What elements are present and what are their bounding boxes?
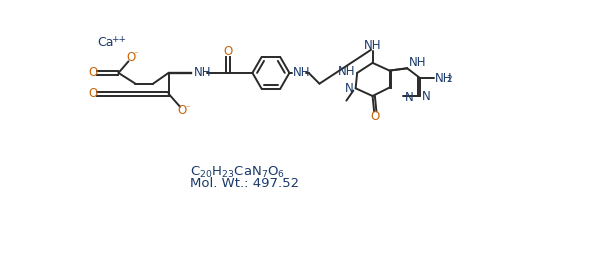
Text: O: O <box>178 104 187 117</box>
Text: O: O <box>126 51 136 64</box>
Text: O: O <box>88 66 98 79</box>
Text: ⁻: ⁻ <box>186 104 190 113</box>
Text: NH: NH <box>409 56 426 69</box>
Text: C$_{20}$H$_{23}$CaN$_{7}$O$_{6}$: C$_{20}$H$_{23}$CaN$_{7}$O$_{6}$ <box>190 165 285 180</box>
Text: NH: NH <box>435 72 453 85</box>
Text: O: O <box>223 45 232 58</box>
Text: O: O <box>88 87 98 100</box>
Text: Ca: Ca <box>98 35 114 49</box>
Text: NH: NH <box>293 66 310 79</box>
Text: N: N <box>405 91 414 104</box>
Text: ++: ++ <box>112 34 127 44</box>
Text: N: N <box>345 82 354 95</box>
Text: O: O <box>370 110 380 123</box>
Text: ⁻: ⁻ <box>134 51 139 60</box>
Text: Mol. Wt.: 497.52: Mol. Wt.: 497.52 <box>190 177 299 190</box>
Text: NH: NH <box>338 65 356 78</box>
Text: NH: NH <box>194 66 211 79</box>
Text: N: N <box>422 90 430 103</box>
Text: NH: NH <box>364 39 381 52</box>
Text: 2: 2 <box>447 75 452 84</box>
